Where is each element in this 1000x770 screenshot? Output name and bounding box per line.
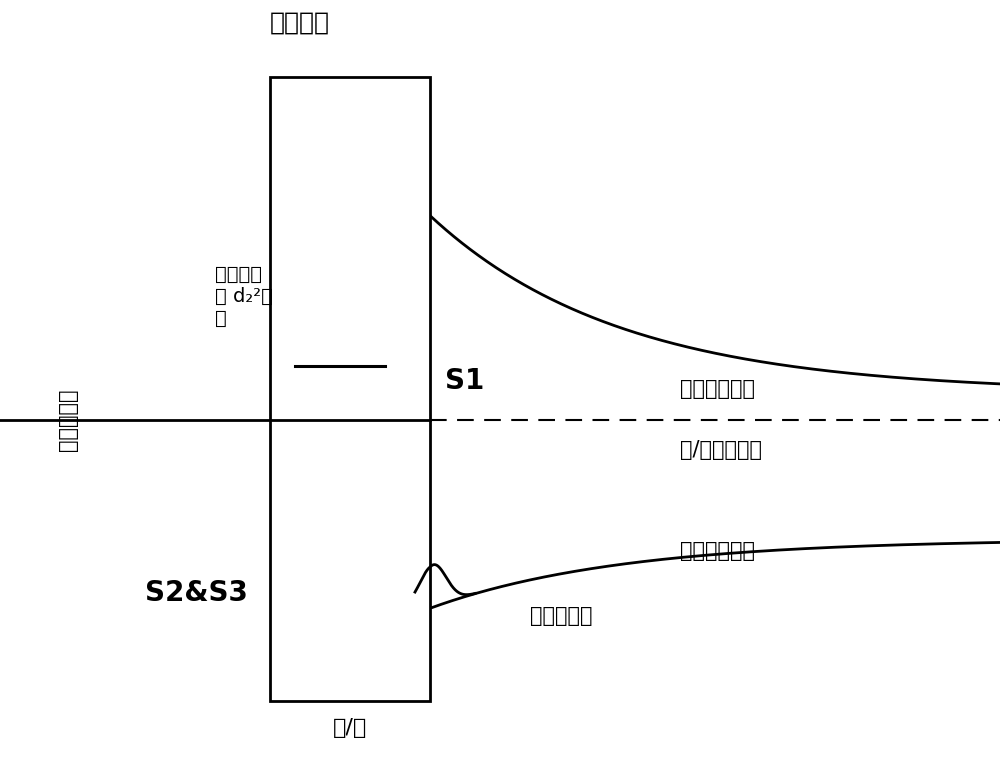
Text: 空间电荷层: 空间电荷层 [530,606,592,626]
Bar [270,77,430,701]
Text: S1: S1 [445,367,484,395]
Text: 漏极费米面: 漏极费米面 [58,388,78,451]
Text: 銀/硒体费米面: 銀/硒体费米面 [680,440,762,460]
Text: S2&S3: S2&S3 [145,579,248,607]
Text: 价带最高能级: 价带最高能级 [680,541,755,561]
Text: 真空能级: 真空能级 [270,11,330,35]
Text: 导带最低能级: 导带最低能级 [680,379,755,399]
Text: 銀/硒: 銀/硒 [333,718,367,738]
Text: 二价鈢离
子 d₂²轨
道: 二价鈢离 子 d₂²轨 道 [215,265,273,328]
